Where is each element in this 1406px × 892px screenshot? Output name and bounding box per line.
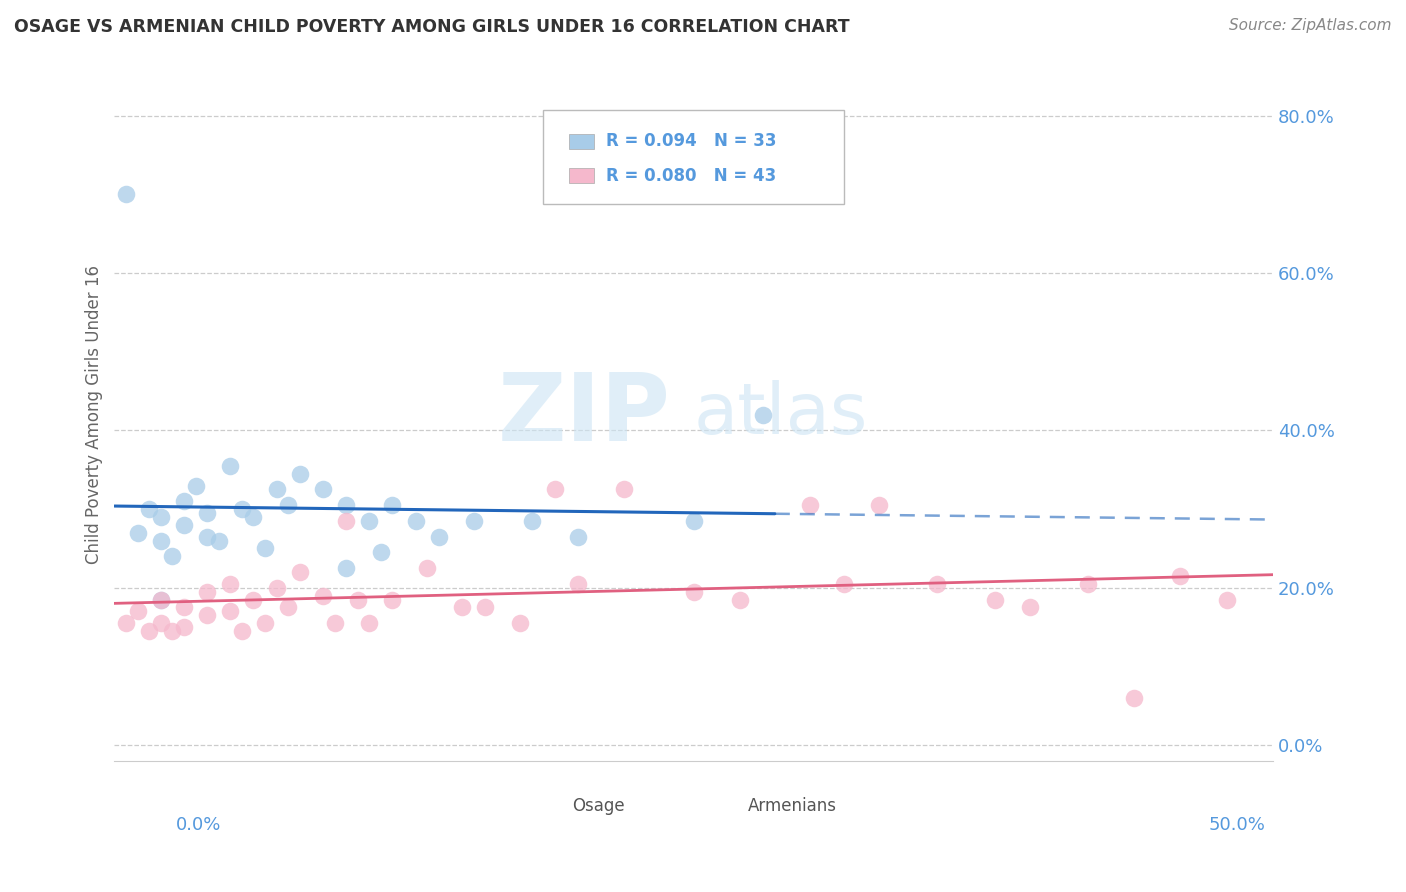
Point xyxy=(195,530,218,544)
Text: OSAGE VS ARMENIAN CHILD POVERTY AMONG GIRLS UNDER 16 CORRELATION CHART: OSAGE VS ARMENIAN CHILD POVERTY AMONG GI… xyxy=(14,18,849,36)
Point xyxy=(127,525,149,540)
Point xyxy=(231,624,253,639)
Point xyxy=(208,533,231,548)
Point xyxy=(984,592,1007,607)
Point xyxy=(312,589,335,603)
Point xyxy=(1168,569,1191,583)
Point xyxy=(195,584,218,599)
Point xyxy=(195,608,218,623)
Point xyxy=(138,624,160,639)
Text: ZIP: ZIP xyxy=(498,368,671,460)
Point xyxy=(405,514,427,528)
FancyBboxPatch shape xyxy=(543,110,845,203)
Point xyxy=(162,549,184,564)
Point xyxy=(127,604,149,618)
Text: R = 0.080   N = 43: R = 0.080 N = 43 xyxy=(606,167,776,185)
Point xyxy=(149,592,172,607)
Point xyxy=(335,561,357,575)
Point xyxy=(427,530,450,544)
Point xyxy=(173,600,195,615)
Point xyxy=(451,600,474,615)
Point xyxy=(277,600,299,615)
Point xyxy=(834,577,856,591)
Point xyxy=(567,530,589,544)
Point xyxy=(149,533,172,548)
Point xyxy=(219,458,242,473)
Text: Osage: Osage xyxy=(572,797,624,815)
Point xyxy=(288,467,311,481)
Point xyxy=(253,616,276,631)
Point xyxy=(567,577,589,591)
Point xyxy=(359,616,381,631)
Point xyxy=(288,565,311,579)
Point xyxy=(138,502,160,516)
Point xyxy=(682,584,704,599)
Point xyxy=(613,483,636,497)
Point xyxy=(323,616,346,631)
Point xyxy=(1123,690,1146,705)
Point xyxy=(162,624,184,639)
Point xyxy=(520,514,543,528)
Text: atlas: atlas xyxy=(693,380,868,450)
Point xyxy=(474,600,496,615)
Point xyxy=(115,616,138,631)
Point xyxy=(242,510,264,524)
Point xyxy=(346,592,368,607)
Text: R = 0.094   N = 33: R = 0.094 N = 33 xyxy=(606,132,776,150)
Point xyxy=(335,514,357,528)
Point xyxy=(509,616,531,631)
Point xyxy=(149,616,172,631)
Point xyxy=(173,517,195,532)
Point xyxy=(463,514,485,528)
Point xyxy=(1018,600,1040,615)
Point xyxy=(1215,592,1237,607)
Point xyxy=(752,408,775,422)
Point xyxy=(149,592,172,607)
Text: 0.0%: 0.0% xyxy=(176,816,221,834)
Point xyxy=(312,483,335,497)
Point xyxy=(253,541,276,556)
Point xyxy=(544,483,567,497)
Point xyxy=(115,187,138,202)
Point xyxy=(266,581,288,595)
Point xyxy=(219,604,242,618)
Point xyxy=(416,561,439,575)
Point xyxy=(173,494,195,508)
Text: Source: ZipAtlas.com: Source: ZipAtlas.com xyxy=(1229,18,1392,33)
Text: 50.0%: 50.0% xyxy=(1209,816,1265,834)
FancyBboxPatch shape xyxy=(543,800,564,812)
Point xyxy=(266,483,288,497)
Point xyxy=(219,577,242,591)
Point xyxy=(799,498,821,512)
FancyBboxPatch shape xyxy=(568,169,595,184)
Point xyxy=(184,478,207,492)
Point xyxy=(381,592,404,607)
Point xyxy=(242,592,264,607)
FancyBboxPatch shape xyxy=(717,800,738,812)
Point xyxy=(370,545,392,559)
Point xyxy=(359,514,381,528)
Point xyxy=(925,577,948,591)
Point xyxy=(277,498,299,512)
Point xyxy=(682,514,704,528)
Point xyxy=(195,506,218,520)
Point xyxy=(335,498,357,512)
Point xyxy=(231,502,253,516)
Y-axis label: Child Poverty Among Girls Under 16: Child Poverty Among Girls Under 16 xyxy=(86,265,103,565)
Text: Armenians: Armenians xyxy=(748,797,837,815)
Point xyxy=(868,498,890,512)
Point xyxy=(728,592,751,607)
Point xyxy=(381,498,404,512)
Point xyxy=(173,620,195,634)
Point xyxy=(149,510,172,524)
FancyBboxPatch shape xyxy=(568,134,595,149)
Point xyxy=(1077,577,1099,591)
